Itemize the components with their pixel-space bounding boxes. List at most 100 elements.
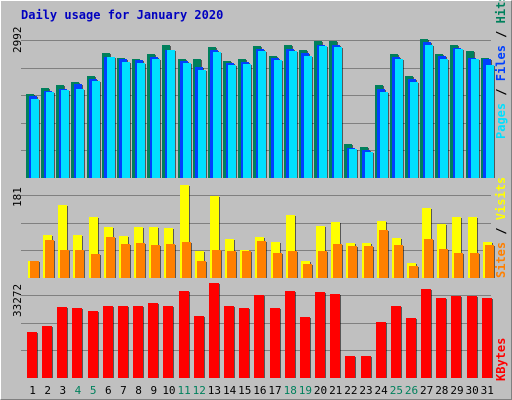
sites-bar — [120, 244, 130, 278]
legend-kbytes: KBytes — [494, 337, 508, 381]
kbytes-bar — [178, 291, 189, 378]
pages-bar — [243, 64, 252, 178]
pages-bar — [319, 46, 328, 178]
day-label: 9 — [150, 384, 158, 397]
day-label: 29 — [450, 384, 464, 397]
sites-bar — [348, 246, 358, 278]
visits-bar — [209, 196, 219, 278]
sites-bar — [45, 240, 55, 278]
day-label: 4 — [74, 384, 82, 397]
day-label: 1 — [29, 384, 36, 397]
kbytes-bar — [315, 292, 326, 378]
pages-bar — [106, 57, 115, 178]
kbytes-bar — [27, 332, 37, 378]
kbytes-bar — [375, 322, 386, 378]
day-label: 3 — [59, 384, 67, 397]
kbytes-bar — [148, 303, 159, 378]
kbytes-panel — [21, 281, 493, 378]
kbytes-bar — [57, 307, 68, 378]
sites-bar — [136, 243, 146, 278]
pages-bar — [137, 63, 146, 178]
pages-bar — [212, 52, 221, 178]
kbytes-bar — [451, 296, 462, 378]
kbytes-bar — [102, 306, 113, 378]
pages-bar — [425, 45, 434, 178]
sites-bar — [242, 251, 252, 278]
kbytes-bar — [345, 356, 356, 378]
pages-bar — [470, 59, 479, 178]
day-label: 25 — [389, 384, 403, 397]
visits-sites-panel — [21, 181, 495, 278]
chart-title: Daily usage for January 2020 — [21, 8, 224, 22]
kbytes-bar — [224, 306, 235, 378]
day-label: 22 — [344, 384, 358, 397]
sites-bar — [318, 251, 328, 278]
day-label: 17 — [268, 384, 282, 397]
kbytes-bar — [117, 306, 128, 378]
day-label: 24 — [374, 384, 388, 397]
kbytes-bar — [421, 289, 432, 378]
kbytes-bar — [72, 308, 83, 378]
sites-bar — [90, 254, 100, 278]
sites-bar — [302, 264, 312, 278]
day-label: 16 — [253, 384, 267, 397]
sites-bar — [227, 251, 237, 278]
pages-bar — [485, 65, 494, 178]
pages-bar — [228, 65, 237, 178]
day-label: 2 — [44, 384, 51, 397]
kbytes-bar — [42, 326, 53, 378]
pages-bar — [76, 89, 85, 178]
sites-bar — [211, 250, 221, 278]
gridline — [21, 223, 491, 224]
visits-bar — [179, 185, 189, 278]
sites-bar — [272, 253, 282, 278]
pages-bar — [379, 92, 388, 178]
sites-bar — [469, 253, 479, 278]
day-label: 7 — [120, 384, 127, 397]
pages-bar — [46, 92, 55, 178]
sites-bar — [257, 241, 267, 278]
kbytes-bar — [133, 306, 144, 378]
day-label: 6 — [104, 384, 112, 397]
day-label: 12 — [192, 384, 206, 397]
day-label: 28 — [435, 384, 449, 397]
pages-bar — [273, 60, 282, 178]
day-label: 13 — [207, 384, 222, 397]
day-label: 8 — [135, 384, 142, 397]
sites-bar — [30, 261, 39, 278]
kbytes-legend: KBytes — [494, 338, 508, 381]
pages-bar — [121, 62, 130, 178]
kbytes-bar — [193, 316, 204, 378]
kbytes-bar — [284, 291, 295, 378]
pages-bar — [455, 49, 464, 178]
sites-bar — [424, 239, 434, 278]
visits-bar — [88, 217, 98, 278]
pages-bar — [182, 63, 191, 178]
sites-bar — [393, 245, 403, 278]
pages-bar — [167, 50, 176, 178]
legend-sites: Sites — [494, 241, 508, 278]
kbytes-bar — [436, 298, 447, 378]
kbytes-bar — [360, 356, 371, 378]
visits-bar — [452, 217, 462, 278]
pages-bar — [91, 81, 100, 178]
sites-bar — [363, 246, 373, 278]
visits-bar — [467, 217, 477, 278]
kbytes-bar — [208, 283, 219, 378]
sites-bar — [60, 250, 70, 278]
day-label: 31 — [480, 384, 494, 397]
gridline — [21, 195, 491, 196]
day-label: 11 — [177, 384, 191, 397]
pages-bar — [61, 90, 70, 178]
sites-bar — [75, 250, 85, 278]
sites-bar — [166, 244, 176, 278]
sites-bar — [409, 266, 418, 278]
legend-files: Files — [494, 45, 508, 82]
day-label: 5 — [89, 384, 97, 397]
pages-bar — [364, 152, 373, 178]
pages-bar — [349, 149, 358, 178]
day-label: 30 — [465, 384, 479, 397]
legend-visits: Visits — [494, 176, 508, 221]
sites-bar — [439, 249, 449, 278]
day-label: 23 — [359, 384, 373, 397]
